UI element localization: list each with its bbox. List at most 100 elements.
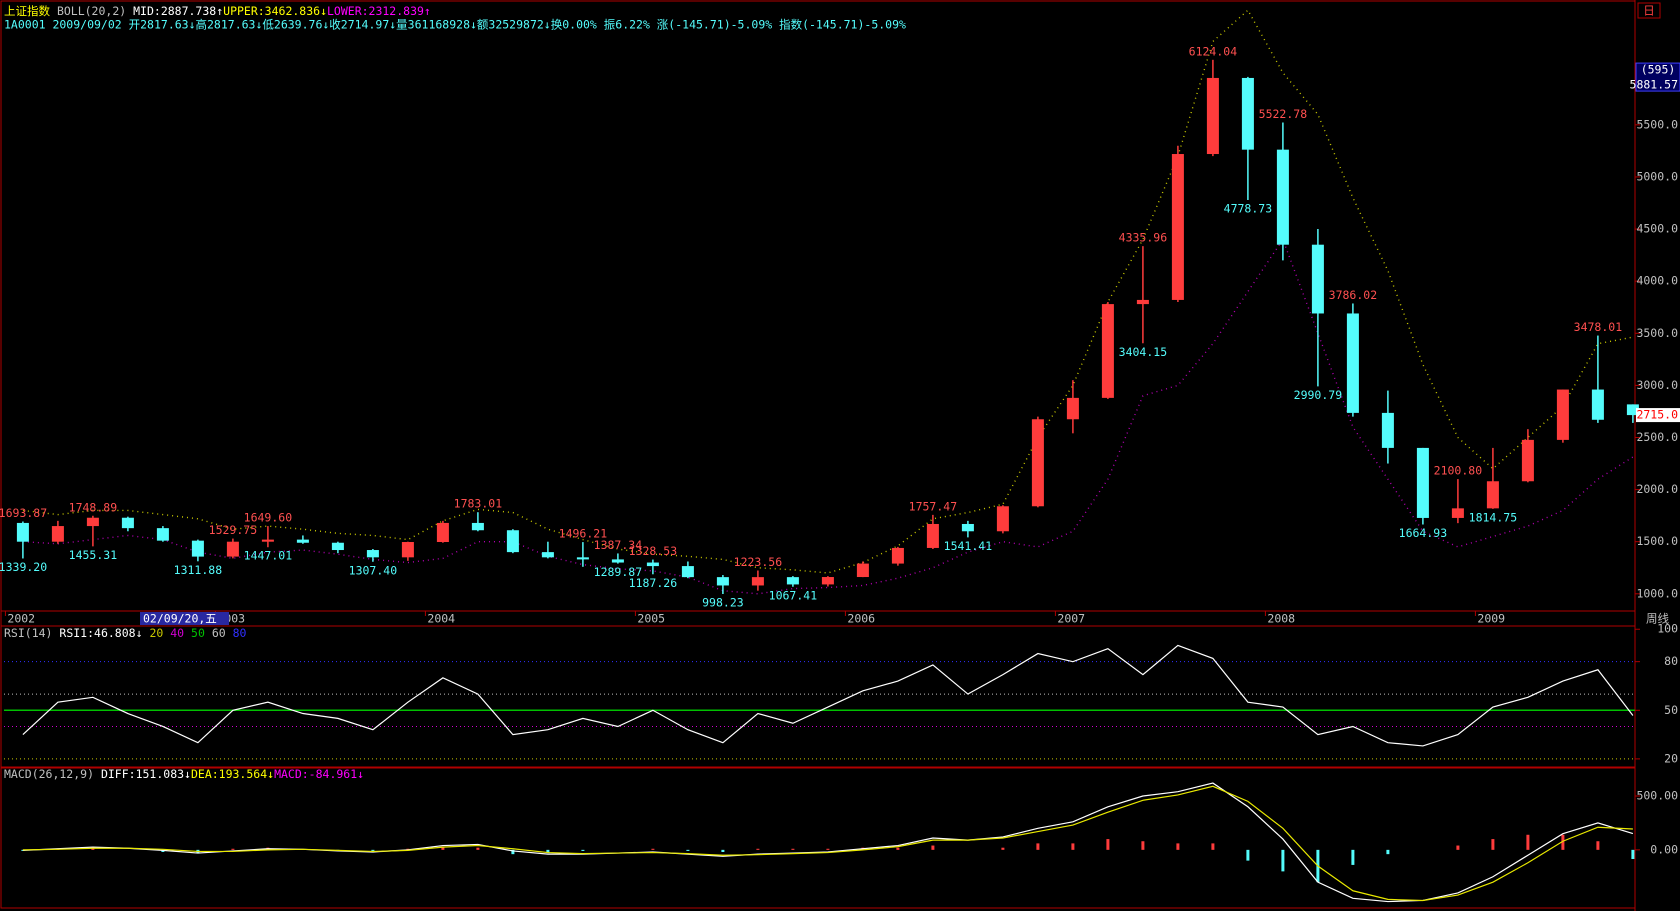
y-tick-label: 3500.0 <box>1636 326 1678 340</box>
candle-body <box>996 506 1009 532</box>
y-tick-label: 3000.0 <box>1636 378 1678 392</box>
rsi-level-label: 80 <box>233 626 247 640</box>
candle-body <box>821 577 834 585</box>
price-annotation: 1307.40 <box>349 563 398 577</box>
candle-body <box>156 528 169 541</box>
candle-body <box>1556 389 1569 440</box>
candle-body <box>1451 508 1464 518</box>
candle-body <box>716 577 729 586</box>
candle-body <box>226 541 239 557</box>
upper-label: UPPER:3462.836↓ <box>223 4 327 18</box>
price-annotation: 1496.21 <box>559 527 608 541</box>
y-tick-label: 5500.0 <box>1636 117 1678 131</box>
cursor-count: (595) <box>1641 63 1676 77</box>
candle-body <box>1276 149 1289 245</box>
candle-body <box>856 563 869 578</box>
price-annotation: 1529.75 <box>209 523 257 537</box>
rsi-line <box>22 644 1634 747</box>
candle-body <box>1486 481 1499 509</box>
rsi-label: RSI1:46.808↓ <box>59 626 142 640</box>
price-annotation: 1447.01 <box>244 549 293 563</box>
period-button-label[interactable]: 日 <box>1643 4 1655 18</box>
y-tick-label: 80 <box>1664 654 1678 668</box>
x-tick-label: 2007 <box>1057 612 1085 626</box>
macd-label: MACD:-84.961↓ <box>274 767 364 781</box>
macd-dea <box>22 785 1633 902</box>
candle-body <box>576 557 589 560</box>
candle-body <box>1031 419 1044 507</box>
candle-body <box>646 562 659 567</box>
price-annotation: 2990.79 <box>1294 388 1343 402</box>
candle-body <box>751 577 764 586</box>
candle-body <box>51 526 64 542</box>
price-annotation: 1455.31 <box>69 548 118 562</box>
candle-body <box>1066 397 1079 420</box>
candle-body <box>1136 299 1149 305</box>
price-annotation: 1289.87 <box>594 565 643 579</box>
panel-frame <box>0 625 1636 768</box>
rsi-title: RSI(14) <box>4 626 52 640</box>
candle-body <box>891 547 904 564</box>
cursor-price: 5881.57 <box>1630 78 1679 92</box>
candle-body <box>401 542 414 558</box>
quote-info: 1A0001 2009/09/02 开2817.63↓高2817.63↓低263… <box>4 18 906 32</box>
x-tick-label: 2005 <box>637 612 665 626</box>
y-tick-label: 100 <box>1657 622 1678 636</box>
candle-body <box>1241 77 1254 150</box>
price-annotation: 1387.34 <box>594 538 643 552</box>
rsi-level-label: 50 <box>191 626 205 640</box>
price-annotation: 4335.96 <box>1119 231 1168 245</box>
indicator: BOLL(20,2) <box>57 4 126 18</box>
last-price-box <box>1636 408 1680 423</box>
y-tick-label: 4000.0 <box>1636 274 1678 288</box>
price-annotation: 1693.87 <box>0 506 47 520</box>
candle-body <box>1346 313 1359 413</box>
candle-body <box>1171 154 1184 300</box>
price-annotation: 5522.78 <box>1259 107 1308 121</box>
panel-frame <box>0 610 1636 627</box>
lower-label: LOWER:2312.839↑ <box>327 4 431 18</box>
y-tick-label: 50 <box>1664 703 1678 717</box>
cursor-price-box <box>1635 62 1680 92</box>
price-annotation: 1664.93 <box>1399 526 1448 540</box>
panel-frame <box>0 767 1636 909</box>
candle-body <box>1381 412 1394 448</box>
y-tick-label: 1000.0 <box>1636 586 1678 600</box>
price-annotation: 1757.47 <box>909 499 958 513</box>
x-tick-label: 2004 <box>427 612 455 626</box>
price-annotation: 1328.53 <box>629 544 678 558</box>
candle-body <box>1206 77 1219 155</box>
y-tick-label: 0.00 <box>1650 842 1678 856</box>
candle-body <box>786 577 799 585</box>
price-annotation: 2100.80 <box>1434 464 1483 478</box>
candle-body <box>1521 439 1534 482</box>
candle-body <box>261 539 274 542</box>
price-annotation: 1187.26 <box>629 576 678 590</box>
price-annotation: 1223.56 <box>734 555 783 569</box>
diff-label: DIFF:151.083↓ <box>101 767 191 781</box>
candle-body <box>366 550 379 558</box>
candle-body <box>611 559 624 563</box>
y-tick-label: 2500.0 <box>1636 430 1678 444</box>
price-annotation: 1748.89 <box>69 500 118 514</box>
cursor-date-box <box>140 612 229 625</box>
rsi-header: RSI(14) RSI1:46.808↓ 20 40 50 60 80 <box>4 626 247 640</box>
price-annotation: 3478.01 <box>1574 320 1623 334</box>
price-annotation: 1649.60 <box>244 511 293 525</box>
cursor-date: 02/09/20,五 <box>143 612 217 626</box>
price-annotation: 1814.75 <box>1469 510 1517 524</box>
candle-body <box>541 552 554 558</box>
y-tick-label: 500.00 <box>1636 789 1678 803</box>
price-annotation: 998.23 <box>702 595 744 609</box>
period-button[interactable] <box>1637 2 1661 19</box>
price-annotation: 4778.73 <box>1224 202 1273 216</box>
rsi-level-label: 60 <box>212 626 226 640</box>
macd-diff <box>22 782 1634 903</box>
price-annotation: 1783.01 <box>454 497 503 511</box>
mid-label: MID:2887.738↑ <box>133 4 223 18</box>
price-annotation: 1067.41 <box>769 588 818 602</box>
y-tick-label: 2000.0 <box>1636 482 1678 496</box>
x-tick-label: 2008 <box>1267 612 1295 626</box>
dea-label: DEA:193.564↓ <box>191 767 274 781</box>
